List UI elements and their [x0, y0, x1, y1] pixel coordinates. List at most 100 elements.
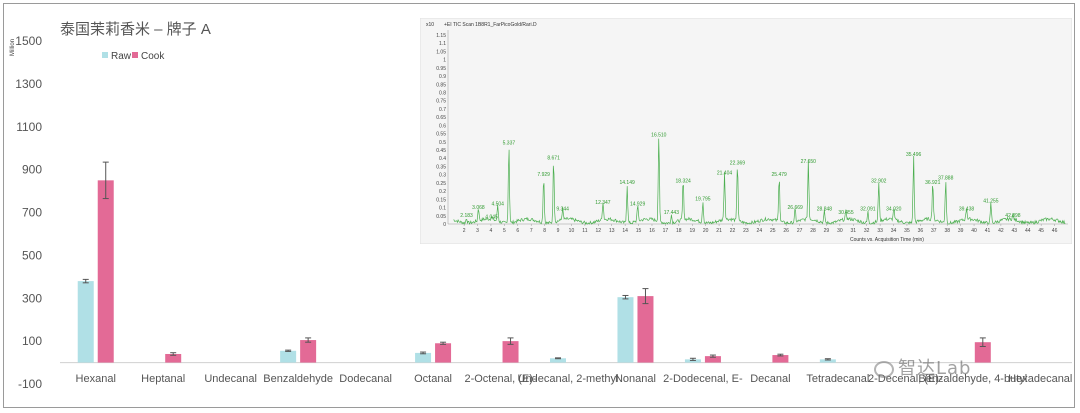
- bar-raw: [77, 281, 94, 363]
- inset-y-tick-label: 0.1: [439, 206, 446, 212]
- inset-x-tick-label: 2: [463, 228, 466, 234]
- inset-x-tick-label: 20: [703, 228, 709, 234]
- inset-x-tick-label: 6: [516, 228, 519, 234]
- bar-cook: [704, 356, 721, 363]
- legend-label-raw: Raw: [111, 51, 132, 62]
- inset-x-tick-label: 31: [851, 228, 857, 234]
- category-label: Hexanal: [76, 373, 116, 385]
- category-label: Undecanal: [204, 373, 257, 385]
- inset-x-tick-label: 10: [569, 228, 575, 234]
- inset-peak-label: 26.669: [788, 205, 804, 211]
- y-tick-label: -100: [18, 377, 42, 391]
- inset-x-tick-label: 16: [649, 228, 655, 234]
- y-tick-label: 100: [22, 334, 42, 348]
- inset-header: +EI TIC Scan 1B8R1_FarPicoGold/Rari.D: [444, 22, 537, 28]
- category-label: Benzaldehyde: [263, 373, 333, 385]
- inset-peak-label: 16.510: [651, 133, 667, 139]
- inset-peak-label: 14.149: [619, 180, 635, 186]
- inset-x-tick-label: 19: [689, 228, 695, 234]
- bar-raw: [617, 297, 634, 363]
- inset-x-tick-label: 27: [797, 228, 803, 234]
- legend: Raw Cook: [102, 51, 165, 62]
- watermark: 智达Lab: [874, 354, 971, 380]
- category-label: Hexadecanal: [1008, 373, 1072, 385]
- category-label: Heptanal: [141, 373, 185, 385]
- bars: [77, 161, 991, 363]
- bar-raw: [415, 352, 432, 363]
- bar-cook: [435, 343, 452, 363]
- inset-y-tick-label: 0.4: [439, 156, 446, 162]
- inset-x-tick-label: 17: [663, 228, 669, 234]
- inset-y-tick-label: 0.85: [436, 82, 446, 88]
- inset-x-tick-label: 12: [596, 228, 602, 234]
- inset-x-tick-label: 40: [971, 228, 977, 234]
- error-bar: [709, 354, 716, 358]
- error-bar: [622, 294, 629, 300]
- inset-x-tick-label: 3: [476, 228, 479, 234]
- inset-x-tick-label: 28: [810, 228, 816, 234]
- inset-y-tick-label: 0.15: [436, 197, 446, 203]
- bar-cook: [300, 340, 317, 363]
- inset-peak-label: 8.671: [547, 156, 560, 162]
- inset-peak-label: 14.929: [630, 202, 646, 208]
- inset-x-tick-label: 39: [958, 228, 964, 234]
- inset-x-tick-label: 41: [985, 228, 991, 234]
- inset-y-tick-label: 0.25: [436, 181, 446, 187]
- inset-x-tick-label: 32: [864, 228, 870, 234]
- bar-cook: [637, 296, 654, 363]
- inset-x-tick-label: 9: [557, 228, 560, 234]
- y-tick-label: 1100: [16, 120, 42, 134]
- inset-peak-label: 35.496: [906, 152, 922, 158]
- bar-chart: 泰国茉莉香米 – 牌子 A Million -10010030050070090…: [10, 21, 1073, 391]
- inset-y-tick-label: 0.5: [439, 140, 446, 146]
- error-bar: [979, 337, 986, 347]
- inset-peak-label: 41.255: [983, 198, 999, 204]
- inset-x-tick-label: 23: [743, 228, 749, 234]
- inset-peak-label: 37.888: [938, 175, 954, 181]
- error-bar: [285, 349, 292, 352]
- inset-y-tick-label: 1: [443, 58, 446, 64]
- inset-peak-label: 32.902: [871, 179, 887, 185]
- inset-peak-label: 17.443: [664, 210, 680, 216]
- inset-peak-label: 32.091: [860, 206, 876, 212]
- category-label: Octanal: [414, 373, 452, 385]
- inset-y-tick-label: 0: [443, 222, 446, 228]
- y-tick-label: 300: [22, 291, 42, 305]
- bar-cook: [772, 355, 789, 363]
- inset-peak-label: 4.045: [485, 215, 498, 221]
- inset-x-tick-label: 7: [530, 228, 533, 234]
- y-tick-label: 500: [22, 248, 42, 262]
- inset-x-tick-label: 29: [824, 228, 830, 234]
- bar-cook: [97, 180, 114, 363]
- inset-peak-label: 7.929: [537, 172, 550, 178]
- inset-peak-label: 4.504: [491, 202, 504, 208]
- inset-x-tick-label: 45: [1038, 228, 1044, 234]
- inset-peak-label: 22.369: [730, 160, 746, 166]
- error-bar: [305, 337, 312, 343]
- inset-y-tick-label: 0.55: [436, 132, 446, 138]
- inset-peak-label: 12.347: [595, 200, 611, 206]
- bar-raw: [280, 350, 297, 363]
- inset-x-tick-label: 25: [770, 228, 776, 234]
- inset-x-tick-label: 18: [676, 228, 682, 234]
- category-labels: Hexanal Heptanal Undecanal Benzaldehyde Dode…: [76, 373, 1073, 385]
- inset-trace: [453, 138, 1066, 226]
- category-label: Benzaldehyde, 4-butyl: [918, 373, 1027, 385]
- category-label: Decanal: [750, 373, 790, 385]
- inset-peak-label: 9.344: [556, 206, 569, 212]
- y-tick-label: 900: [22, 163, 42, 177]
- inset-peak-label: 2.183: [460, 213, 473, 219]
- chart-title: 泰国茉莉香米 – 牌子 A: [60, 21, 211, 38]
- error-bar: [689, 357, 696, 361]
- inset-x-tick-label: 22: [730, 228, 736, 234]
- error-bar: [824, 358, 831, 361]
- inset-y-tick-label: 0.75: [436, 99, 446, 105]
- error-bar: [777, 353, 784, 357]
- inset-x-tick-label: 34: [891, 228, 897, 234]
- inset-x-tick-label: 33: [877, 228, 883, 234]
- inset-peak-label: 19.795: [695, 197, 711, 203]
- inset-peak-label: 25.479: [772, 172, 788, 178]
- inset-x-tick-label: 30: [837, 228, 843, 234]
- category-label: Nonanal: [615, 373, 656, 385]
- inset-x-tick-label: 26: [783, 228, 789, 234]
